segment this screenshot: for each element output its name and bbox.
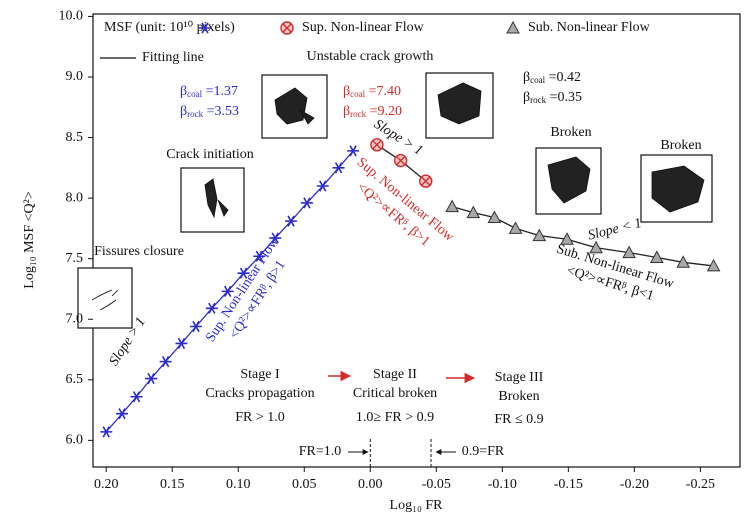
data-point <box>590 242 602 253</box>
stage-cond: FR > 1.0 <box>235 410 285 425</box>
x-tick-label: -0.25 <box>686 477 715 492</box>
legend-label: MSF (unit: 10¹⁰ pixels) <box>104 20 235 35</box>
data-point <box>347 146 359 156</box>
data-point <box>333 163 345 173</box>
stage-cond: FR ≤ 0.9 <box>494 412 543 427</box>
image-label: Unstable crack growth <box>307 49 434 64</box>
legend-label: Fitting line <box>142 50 204 65</box>
stage-desc: Cracks propagation <box>205 386 314 401</box>
y-tick-label: 9.0 <box>66 69 84 84</box>
data-point <box>467 207 479 218</box>
slope-label: Slope > 1 <box>371 117 425 159</box>
legend-label: Sup. Non-linear Flow <box>302 20 425 35</box>
legend-marker <box>281 22 293 34</box>
data-point <box>510 222 522 233</box>
stage-title: Stage III <box>495 370 544 385</box>
chart: MSF (unit: 10¹⁰ pixels) Sup. Non-linear … <box>0 0 752 520</box>
x-tick-label: 0.10 <box>226 477 251 492</box>
data-point <box>395 155 407 167</box>
y-tick-label: 10.0 <box>59 9 84 24</box>
y-tick-label: 6.0 <box>66 433 84 448</box>
x-tick-label: 0.05 <box>292 477 317 492</box>
x-tick-label: 0.15 <box>160 477 185 492</box>
x-tick-label: -0.15 <box>554 477 583 492</box>
y-tick-label: 8.0 <box>66 190 84 205</box>
x-axis-title: Log₁₀ FR <box>390 498 444 513</box>
stage-desc: Critical broken <box>353 386 437 401</box>
stage-desc: Broken <box>498 389 539 404</box>
legend-label: Sub. Non-linear Flow <box>528 20 651 35</box>
beta-label: βcoal =1.37 <box>180 84 238 99</box>
beta-label: βcoal =7.40 <box>343 84 401 99</box>
page: {"chart_data": { "type": "scatter", "xla… <box>0 0 752 520</box>
y-tick-label: 7.5 <box>66 251 84 266</box>
x-tick-label: 0.00 <box>358 477 383 492</box>
data-point <box>420 175 432 187</box>
x-tick-label: -0.05 <box>422 477 451 492</box>
stage-title: Stage II <box>373 367 417 382</box>
data-point <box>145 373 157 383</box>
beta-label: βrock =9.20 <box>343 104 402 119</box>
stage-title: Stage I <box>240 367 280 382</box>
stage-cond: 1.0≥ FR > 0.9 <box>356 410 434 425</box>
data-point <box>175 338 187 348</box>
y-tick-label: 8.5 <box>66 130 84 145</box>
beta-label: βrock =0.35 <box>523 90 582 105</box>
y-axis-title: Log₁₀ MSF <Q²> <box>22 191 37 289</box>
y-tick-label: 7.0 <box>66 311 84 326</box>
boundary-label: FR=1.0 <box>299 444 342 459</box>
image-label: Broken <box>550 125 591 140</box>
boundary-label: 0.9=FR <box>462 444 505 459</box>
slope-label: Slope < 1 <box>587 216 644 244</box>
image-label: Fissures closure <box>94 244 184 259</box>
data-point <box>131 392 143 402</box>
image-label: Broken <box>660 138 701 153</box>
data-point <box>371 139 383 151</box>
data-point <box>160 356 172 366</box>
x-tick-label: -0.10 <box>488 477 517 492</box>
x-tick-label: -0.20 <box>620 477 649 492</box>
data-point <box>446 201 458 212</box>
x-tick-label: 0.20 <box>94 477 119 492</box>
beta-label: βrock =3.53 <box>180 104 239 119</box>
beta-label: βcoal =0.42 <box>523 70 581 85</box>
data-point <box>116 409 128 419</box>
data-point <box>190 321 202 331</box>
data-point <box>533 230 545 241</box>
y-tick-label: 6.5 <box>66 372 84 387</box>
legend-marker <box>507 22 519 33</box>
image-label: Crack initiation <box>166 147 253 162</box>
data-point <box>100 427 112 437</box>
